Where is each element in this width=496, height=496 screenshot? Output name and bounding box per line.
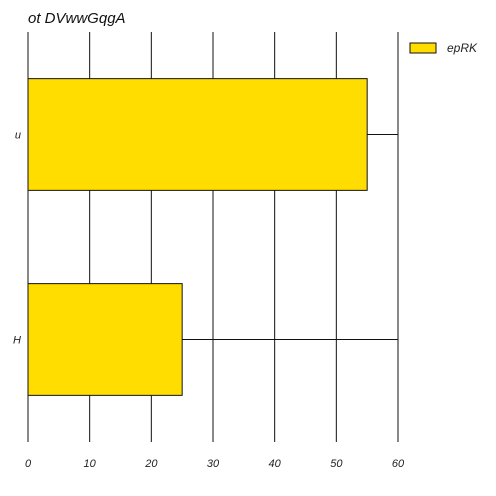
x-tick-label: 10 <box>84 458 97 470</box>
x-tick-label: 60 <box>392 458 405 470</box>
legend: epRK <box>409 41 478 55</box>
x-tick-label: 20 <box>144 458 158 470</box>
legend-label: epRK <box>447 41 478 55</box>
bar <box>27 78 368 191</box>
x-tick-label: 50 <box>330 458 343 470</box>
x-tick-labels: 0 10 20 30 40 50 60 <box>25 458 405 470</box>
x-tick-label: 30 <box>207 458 220 470</box>
chart-title: ot DVwwGqgA <box>28 10 126 27</box>
bars <box>27 78 368 396</box>
legend-swatch <box>409 42 437 54</box>
y-tick-label: H <box>13 335 21 347</box>
bar <box>27 283 183 396</box>
y-tick-labels: uH <box>13 130 21 347</box>
y-tick-label: u <box>15 130 21 142</box>
x-tick-label: 0 <box>25 458 32 470</box>
x-tick-label: 40 <box>269 458 282 470</box>
